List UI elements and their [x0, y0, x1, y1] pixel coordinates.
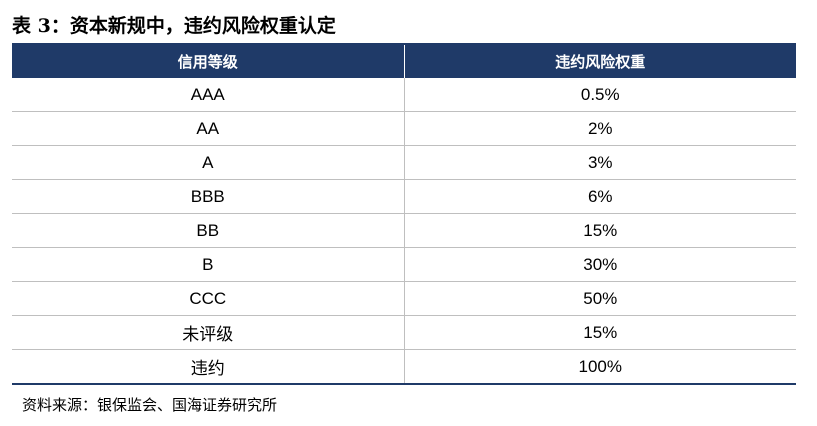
header-default-risk-weight: 违约风险权重: [404, 45, 796, 78]
cell-rating: BB: [12, 213, 405, 248]
cell-weight: 6%: [404, 179, 796, 214]
cell-weight: 0.5%: [404, 78, 796, 112]
cell-weight: 30%: [404, 247, 796, 282]
table-row: AA 2%: [12, 111, 796, 146]
cell-weight: 100%: [404, 349, 796, 385]
cell-rating: 未评级: [12, 315, 405, 350]
cell-rating: A: [12, 145, 405, 180]
table-row: 未评级 15%: [12, 315, 796, 350]
table-row: BB 15%: [12, 213, 796, 248]
table-row: A 3%: [12, 145, 796, 180]
cell-rating: B: [12, 247, 405, 282]
table-header-row: 信用等级 违约风险权重: [12, 45, 796, 78]
cell-rating: AA: [12, 111, 405, 146]
cell-weight: 2%: [404, 111, 796, 146]
table-row: BBB 6%: [12, 179, 796, 214]
cell-rating: BBB: [12, 179, 405, 214]
source-note: 资料来源：银保监会、国海证券研究所: [22, 396, 278, 414]
cell-weight: 15%: [404, 213, 796, 248]
cell-rating: CCC: [12, 281, 405, 316]
table-row: CCC 50%: [12, 281, 796, 316]
cell-rating: AAA: [12, 78, 405, 112]
header-credit-rating: 信用等级: [12, 45, 405, 78]
table-row: 违约 100%: [12, 349, 796, 385]
cell-weight: 3%: [404, 145, 796, 180]
cell-rating: 违约: [12, 349, 405, 385]
header-top-rule: [12, 43, 796, 45]
risk-weight-table: 信用等级 违约风险权重 AAA 0.5% AA 2% A 3% BBB 6% B…: [12, 45, 796, 385]
cell-weight: 15%: [404, 315, 796, 350]
cell-weight: 50%: [404, 281, 796, 316]
table-title: 表 3：资本新规中，违约风险权重认定: [12, 15, 336, 37]
table-row: AAA 0.5%: [12, 78, 796, 112]
table-row: B 30%: [12, 247, 796, 282]
